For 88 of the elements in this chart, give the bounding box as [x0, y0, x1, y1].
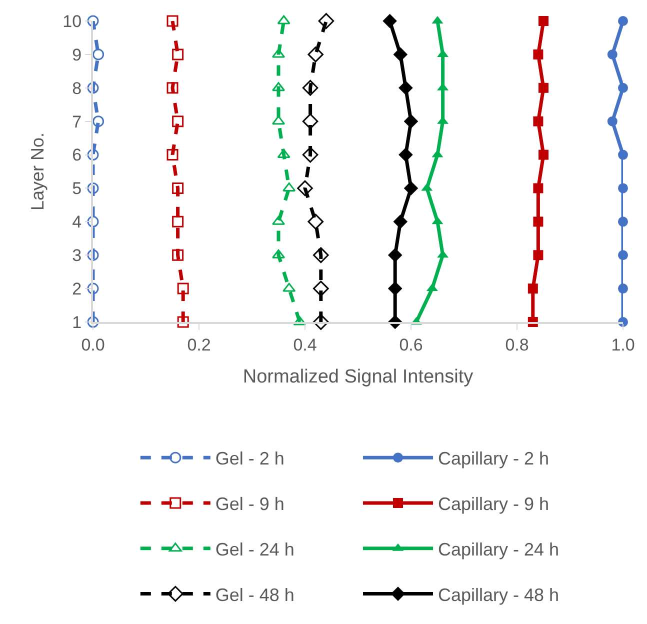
legend-label: Capillary - 2 h — [438, 448, 550, 469]
point — [277, 15, 290, 24]
point — [87, 15, 99, 27]
point — [302, 80, 318, 96]
y-tick-label: 1 — [72, 312, 82, 332]
point — [297, 180, 313, 196]
point — [618, 250, 628, 260]
point — [538, 82, 548, 93]
point — [177, 316, 189, 328]
point — [618, 150, 628, 160]
y-tick-label: 10 — [62, 12, 82, 31]
point — [393, 214, 408, 229]
y-tick-label: 3 — [72, 246, 82, 266]
x-tick-label: 0.8 — [505, 335, 529, 354]
point — [308, 214, 324, 230]
y-tick-label: 4 — [72, 212, 82, 232]
point — [313, 280, 329, 296]
point — [92, 116, 104, 128]
point — [87, 216, 99, 228]
point — [172, 249, 184, 261]
point — [166, 149, 178, 161]
point — [87, 82, 99, 94]
point — [166, 15, 178, 27]
point — [302, 146, 318, 163]
y-tick-label: 6 — [72, 146, 82, 165]
x-tick-label: 0.6 — [399, 335, 423, 354]
point — [172, 48, 184, 60]
point — [618, 216, 628, 227]
point — [282, 282, 296, 292]
point — [533, 49, 544, 60]
y-tick-label: 7 — [72, 112, 82, 132]
y-tick-label: 2 — [72, 280, 82, 299]
point — [172, 116, 184, 128]
point — [607, 49, 618, 60]
point — [277, 149, 290, 158]
point — [382, 14, 397, 28]
point — [172, 216, 184, 228]
point — [618, 284, 628, 294]
point — [528, 284, 538, 294]
point — [538, 150, 548, 160]
point — [87, 182, 99, 194]
point — [533, 216, 544, 227]
point — [618, 183, 628, 194]
point — [398, 80, 413, 96]
point — [538, 16, 548, 26]
legend-label: Gel - 24 h — [215, 539, 294, 560]
point — [388, 248, 402, 262]
x-tick-label: 0.4 — [293, 335, 317, 354]
point — [533, 183, 544, 194]
point — [618, 82, 628, 93]
point — [87, 282, 99, 294]
point — [618, 16, 628, 26]
point — [404, 181, 418, 196]
x-tick-label: 0.0 — [81, 335, 105, 354]
point — [318, 13, 334, 29]
x-tick-label: 1.0 — [611, 335, 635, 354]
x-tick-label: 0.2 — [187, 335, 211, 354]
point — [302, 113, 318, 130]
point — [87, 249, 99, 261]
point — [166, 82, 178, 94]
point — [177, 282, 189, 294]
legend-label: Gel - 2 h — [215, 448, 284, 469]
point — [388, 281, 402, 296]
y-axis-title: Layer No. — [27, 132, 48, 211]
point — [404, 114, 418, 128]
point — [313, 314, 329, 330]
point — [607, 116, 618, 126]
y-tick-label: 9 — [72, 45, 82, 64]
x-axis-title: Normalized Signal Intensity — [242, 366, 474, 388]
legend-label: Gel - 48 h — [215, 584, 294, 605]
point — [172, 182, 184, 194]
y-tick-label: 5 — [72, 179, 82, 198]
point — [393, 47, 408, 62]
point — [313, 247, 329, 264]
legend-label: Capillary - 9 h — [438, 494, 550, 514]
legend-label: Capillary - 24 h — [438, 539, 560, 560]
legend-label: Gel - 9 h — [215, 494, 284, 514]
point — [533, 250, 544, 260]
point — [293, 316, 306, 326]
point — [398, 148, 413, 162]
point — [87, 316, 99, 328]
point — [282, 182, 296, 192]
point — [87, 149, 99, 161]
point — [533, 116, 544, 126]
point — [92, 48, 104, 60]
y-tick-label: 8 — [72, 78, 82, 98]
point — [308, 46, 324, 62]
legend-label: Capillary - 48 h — [438, 584, 560, 605]
